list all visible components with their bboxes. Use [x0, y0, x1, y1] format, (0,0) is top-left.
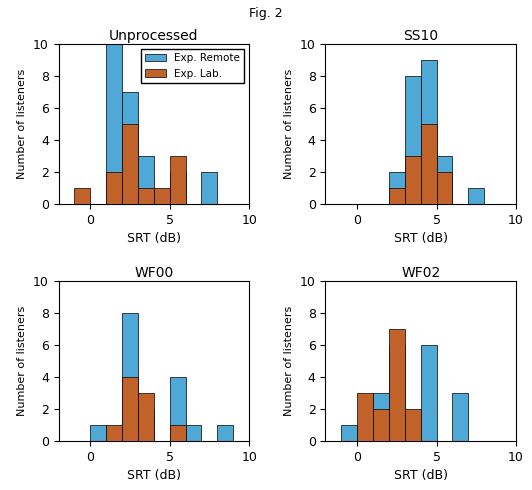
Bar: [138, 409, 154, 441]
Bar: [389, 329, 405, 441]
Bar: [421, 60, 437, 204]
Bar: [170, 172, 186, 204]
Bar: [138, 156, 154, 204]
Bar: [468, 188, 484, 204]
Bar: [138, 393, 154, 441]
Y-axis label: Number of listeners: Number of listeners: [18, 306, 27, 416]
X-axis label: SRT (dB): SRT (dB): [394, 232, 448, 245]
Bar: [154, 188, 170, 204]
Bar: [405, 409, 421, 441]
Bar: [138, 188, 154, 204]
Bar: [405, 76, 421, 204]
Bar: [122, 92, 138, 204]
Bar: [437, 172, 453, 204]
Bar: [421, 124, 437, 204]
X-axis label: SRT (dB): SRT (dB): [127, 469, 181, 482]
Bar: [373, 409, 389, 441]
Bar: [389, 188, 405, 204]
Bar: [389, 172, 405, 204]
Legend: Exp. Remote, Exp. Lab.: Exp. Remote, Exp. Lab.: [140, 49, 244, 83]
Title: Unprocessed: Unprocessed: [109, 29, 198, 43]
Bar: [437, 156, 453, 204]
Text: Fig. 2: Fig. 2: [249, 7, 283, 21]
Bar: [170, 425, 186, 441]
Title: SS10: SS10: [403, 29, 438, 43]
Y-axis label: Number of listeners: Number of listeners: [18, 69, 27, 179]
Bar: [357, 393, 373, 441]
Y-axis label: Number of listeners: Number of listeners: [284, 69, 294, 179]
Bar: [342, 425, 357, 441]
Bar: [122, 377, 138, 441]
Bar: [170, 377, 186, 441]
Bar: [106, 425, 122, 441]
Bar: [389, 345, 405, 441]
Bar: [421, 345, 437, 441]
Bar: [405, 156, 421, 204]
Bar: [186, 425, 202, 441]
Y-axis label: Number of listeners: Number of listeners: [284, 306, 294, 416]
Bar: [106, 172, 122, 204]
X-axis label: SRT (dB): SRT (dB): [394, 469, 448, 482]
Title: WF00: WF00: [134, 266, 173, 280]
Bar: [122, 124, 138, 204]
X-axis label: SRT (dB): SRT (dB): [127, 232, 181, 245]
Bar: [90, 425, 106, 441]
Title: WF02: WF02: [401, 266, 440, 280]
Bar: [218, 425, 233, 441]
Bar: [373, 393, 389, 441]
Bar: [202, 172, 218, 204]
Bar: [74, 188, 90, 204]
Bar: [122, 313, 138, 441]
Bar: [106, 44, 122, 204]
Bar: [170, 156, 186, 204]
Bar: [453, 393, 468, 441]
